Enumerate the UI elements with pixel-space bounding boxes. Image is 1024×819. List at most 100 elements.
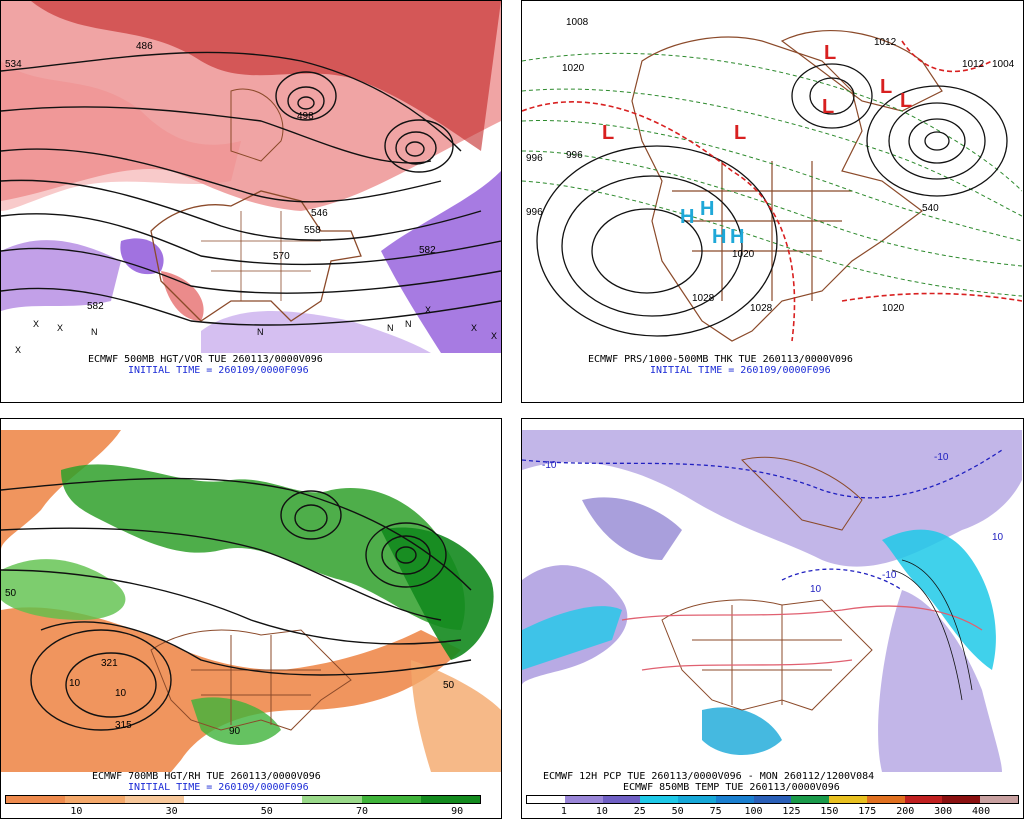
colorbar-rh-label: 50 — [260, 806, 273, 817]
isobar-label: 1028 — [692, 293, 715, 304]
contour-label: 558 — [304, 225, 321, 236]
colorbar-swatch — [829, 796, 867, 803]
contour-label: 498 — [297, 111, 314, 122]
colorbar-precip-label: 175 — [858, 806, 877, 817]
colorbar-swatch — [361, 796, 421, 803]
colorbar-swatch — [980, 796, 1018, 803]
colorbar-rh — [5, 795, 481, 804]
colorbar-swatch — [602, 796, 641, 803]
high-pressure-marker: H — [680, 206, 694, 228]
colorbar-rh-label: 90 — [451, 806, 464, 817]
colorbar-rh-label: 30 — [165, 806, 178, 817]
high-pressure-marker: H — [700, 198, 714, 220]
low-pressure-marker: L — [900, 90, 912, 112]
contour-label: 582 — [87, 301, 104, 312]
colorbar-swatch — [6, 796, 66, 803]
low-pressure-marker: L — [824, 42, 836, 64]
colorbar-swatch — [243, 796, 303, 803]
map-pressure-thickness: 996 996 1020 1008 1012 1012 1004 1020 10… — [522, 1, 1022, 353]
contour-label: 50 — [5, 588, 17, 599]
contour-label: 321 — [101, 658, 118, 669]
temp-label: -10 — [934, 452, 949, 463]
marker-n: N — [387, 323, 394, 333]
low-pressure-marker: L — [880, 76, 892, 98]
colorbar-swatch — [715, 796, 754, 803]
contour-label: 486 — [136, 41, 153, 52]
colorbar-precip-label: 400 — [972, 806, 991, 817]
colorbar-precip-label: 150 — [820, 806, 839, 817]
thickness-label: 540 — [922, 203, 939, 214]
isobar-label: 1020 — [882, 303, 905, 314]
marker-n: N — [405, 319, 412, 329]
colorbar-swatch — [942, 796, 981, 803]
isobar-label: 996 — [526, 153, 543, 164]
isobar-label: 1008 — [566, 17, 589, 28]
colorbar-swatch — [753, 796, 792, 803]
map-500mb-svg: 534 486 498 546 558 570 582 582 X X X X … — [1, 1, 501, 353]
colorbar-swatch — [678, 796, 716, 803]
map-pressure-svg: 996 996 1020 1008 1012 1012 1004 1020 10… — [522, 1, 1022, 353]
temp-label: 10 — [810, 584, 822, 595]
low-pressure-marker: L — [822, 96, 834, 118]
marker-n: N — [91, 327, 98, 337]
colorbar-swatch — [302, 796, 362, 803]
contour-label: 315 — [115, 720, 132, 731]
colorbar-precip-label: 10 — [595, 806, 608, 817]
contour-label: 50 — [443, 680, 455, 691]
colorbar-precip-label: 1 — [560, 806, 567, 817]
map-500mb-height-vorticity: 534 486 498 546 558 570 582 582 X X X X … — [1, 1, 501, 353]
map-precip-svg: -10 -10 10 -10 10 — [522, 430, 1022, 772]
colorbar-swatch — [65, 796, 125, 803]
colorbar-swatch — [527, 796, 565, 803]
marker-n: N — [257, 327, 264, 337]
low-pressure-marker: L — [734, 122, 746, 144]
initial-time-700mb: INITIAL TIME = 260109/0000F096 — [128, 782, 309, 793]
caption-precip: ECMWF 12H PCP TUE 260113/0000V096 - MON … — [543, 771, 875, 782]
colorbar-precip-label: 125 — [782, 806, 801, 817]
caption-pressure: ECMWF PRS/1000-500MB THK TUE 260113/0000… — [588, 354, 853, 365]
colorbar-rh-label: 70 — [355, 806, 369, 817]
temp-label: -10 — [542, 460, 557, 471]
colorbar-precip-label: 300 — [934, 806, 953, 817]
colorbar-precip-label: 200 — [896, 806, 915, 817]
colorbar-swatch — [866, 796, 905, 803]
caption-850mb-temp: ECMWF 850MB TEMP TUE 260113/0000V096 — [623, 782, 840, 793]
contour-label: 546 — [311, 208, 328, 219]
colorbar-swatch — [791, 796, 830, 803]
contour-label: 570 — [273, 251, 290, 262]
marker-x: X — [33, 319, 39, 329]
colorbar-swatch — [640, 796, 679, 803]
caption-500mb: ECMWF 500MB HGT/VOR TUE 260113/0000V096 — [88, 354, 323, 365]
map-700mb-height-rh: 321 315 10 10 50 50 90 — [1, 430, 501, 772]
colorbar-swatch — [420, 796, 480, 803]
marker-x: X — [471, 323, 477, 333]
isobar-label: 996 — [566, 150, 583, 161]
colorbar-precip-label: 50 — [671, 806, 684, 817]
temp-label: -10 — [882, 570, 897, 581]
marker-x: X — [57, 323, 63, 333]
isobar-label: 1020 — [732, 249, 755, 260]
isobar-label: 1012 — [874, 37, 897, 48]
contour-label: 534 — [5, 59, 22, 70]
colorbar-rh-label: 10 — [70, 806, 83, 817]
colorbar-swatch — [564, 796, 603, 803]
marker-x: X — [15, 345, 21, 353]
marker-x: X — [491, 331, 497, 341]
colorbar-swatch — [183, 796, 243, 803]
contour-label: 10 — [69, 678, 81, 689]
caption-700mb: ECMWF 700MB HGT/RH TUE 260113/0000V096 — [92, 771, 321, 782]
initial-time-pressure: INITIAL TIME = 260109/0000F096 — [650, 365, 831, 376]
map-precip-850mb-temp: -10 -10 10 -10 10 — [522, 430, 1022, 772]
isobar-label: 1004 — [992, 59, 1015, 70]
marker-x: X — [425, 305, 431, 315]
colorbar-precip-label: 75 — [709, 806, 722, 817]
colorbar-swatch — [124, 796, 184, 803]
high-pressure-marker: H — [730, 226, 744, 248]
map-700mb-svg: 321 315 10 10 50 50 90 — [1, 430, 501, 772]
isobar-label: 1012 — [962, 59, 985, 70]
temp-label: 10 — [992, 532, 1004, 543]
isobar-label: 1028 — [750, 303, 773, 314]
colorbar-precip-label: 100 — [744, 806, 763, 817]
high-pressure-marker: H — [712, 226, 726, 248]
isobar-label: 1020 — [562, 63, 585, 74]
